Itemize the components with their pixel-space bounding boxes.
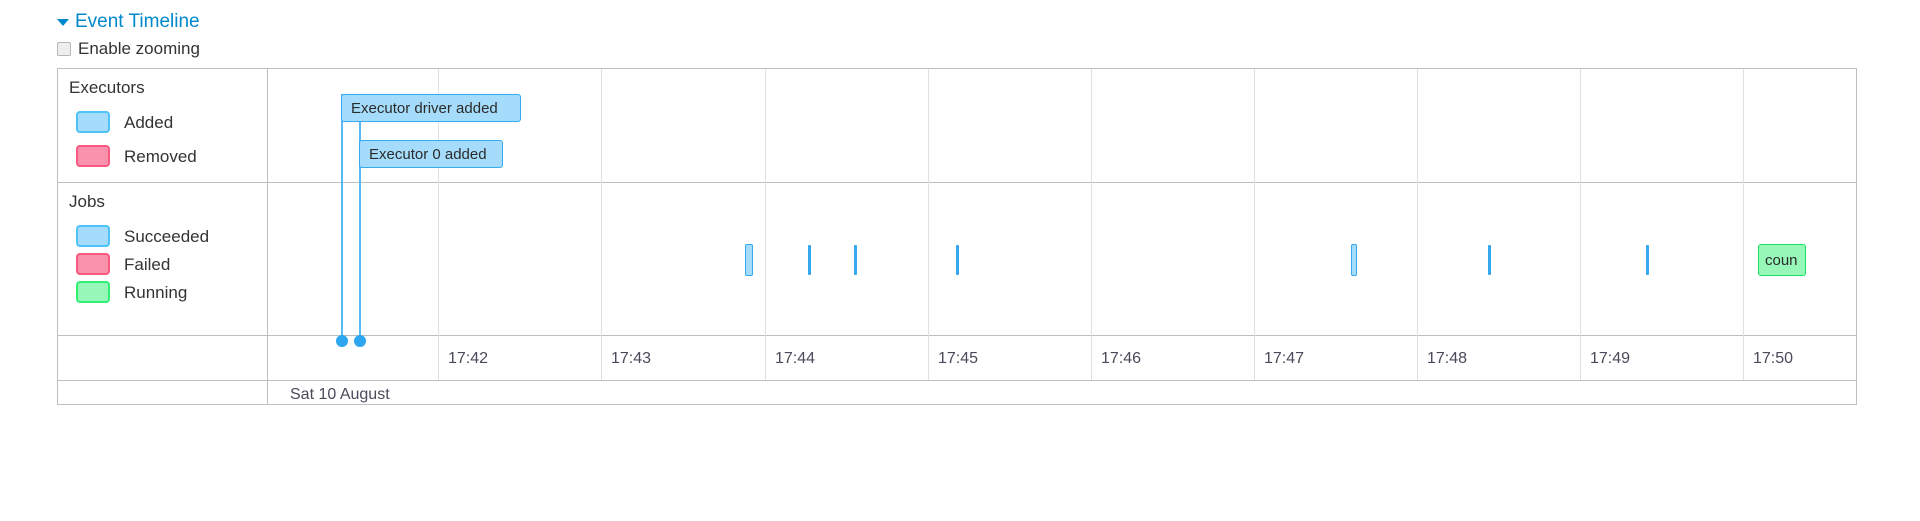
axis-tick-label: 17:44 xyxy=(775,350,816,367)
executor-event-box[interactable]: Executor 0 added xyxy=(359,140,503,168)
event-point-marker[interactable] xyxy=(354,335,366,347)
grid-line xyxy=(765,69,766,336)
grid-line xyxy=(1091,69,1092,336)
axis-grid-line xyxy=(1743,336,1744,380)
axis-tick-label: 17:48 xyxy=(1427,350,1468,367)
timeline-row-executors xyxy=(268,69,1856,183)
timeline-date-label: Sat 10 August xyxy=(290,386,390,403)
enable-zooming-label: Enable zooming xyxy=(78,39,200,58)
axis-grid-line xyxy=(601,336,602,380)
legend-group-title-executors: Executors xyxy=(69,78,145,97)
swatch-added-icon xyxy=(76,111,110,133)
axis-tick-label: 17:43 xyxy=(611,350,652,367)
legend-item-running: Running xyxy=(76,281,187,303)
enable-zooming-row[interactable]: Enable zooming xyxy=(57,40,200,57)
legend-label-running: Running xyxy=(124,282,188,302)
grid-line xyxy=(438,69,439,336)
executor-event-box[interactable]: Executor driver added xyxy=(341,94,521,122)
grid-line xyxy=(1417,69,1418,336)
job-event-mark[interactable] xyxy=(854,245,857,275)
legend-item-removed: Removed xyxy=(76,145,197,167)
legend-label-added: Added xyxy=(124,112,174,132)
job-event-mark[interactable] xyxy=(1351,244,1357,276)
legend-label-failed: Failed xyxy=(124,254,171,274)
job-event-mark[interactable] xyxy=(1488,245,1491,275)
legend-axis-spacer xyxy=(58,336,267,404)
axis-tick-label: 17:42 xyxy=(448,350,489,367)
axis-tick-label: 17:50 xyxy=(1753,350,1794,367)
event-timeline-toggle[interactable]: Event Timeline xyxy=(57,12,200,31)
legend-group-title-jobs: Jobs xyxy=(69,192,105,211)
caret-down-icon xyxy=(57,19,69,26)
legend-label-removed: Removed xyxy=(124,146,197,166)
event-point-marker[interactable] xyxy=(336,335,348,347)
grid-line xyxy=(928,69,929,336)
axis-grid-line xyxy=(1580,336,1581,380)
job-event-mark[interactable] xyxy=(956,245,959,275)
legend-group-executors: Executors Added Removed xyxy=(58,69,267,183)
legend-item-failed: Failed xyxy=(76,253,170,275)
swatch-removed-icon xyxy=(76,145,110,167)
timeline-widget[interactable]: Executors Added Removed Jobs Succeeded xyxy=(57,68,1857,405)
job-event-mark[interactable] xyxy=(745,244,753,276)
axis-grid-line xyxy=(1254,336,1255,380)
grid-line xyxy=(1254,69,1255,336)
timeline-row-axis xyxy=(268,336,1856,404)
timeline-plot[interactable]: 17:42 17:43 17:44 17:45 17:46 17:47 17:48 17:49… xyxy=(58,69,1856,404)
axis-tick-label: 17:46 xyxy=(1101,350,1142,367)
swatch-succeeded-icon xyxy=(76,225,110,247)
checkbox-unchecked-icon[interactable] xyxy=(57,41,71,56)
legend-group-jobs: Jobs Succeeded Failed Running xyxy=(58,183,267,336)
grid-line xyxy=(1743,69,1744,336)
legend-item-added: Added xyxy=(76,111,173,133)
swatch-failed-icon xyxy=(76,253,110,275)
axis-tick-label: 17:47 xyxy=(1264,350,1305,367)
axis-grid-line xyxy=(438,336,439,380)
axis-grid-line xyxy=(1417,336,1418,380)
axis-grid-line xyxy=(1091,336,1092,380)
swatch-running-icon xyxy=(76,281,110,303)
grid-line xyxy=(1580,69,1581,336)
job-event-mark[interactable] xyxy=(808,245,811,275)
axis-grid-line xyxy=(928,336,929,380)
legend-item-succeeded: Succeeded xyxy=(76,225,209,247)
axis-tick-label: 17:49 xyxy=(1590,350,1631,367)
event-connector-line xyxy=(359,94,361,342)
axis-grid-line xyxy=(765,336,766,380)
axis-tick-label: 17:45 xyxy=(938,350,979,367)
page-title: Event Timeline xyxy=(75,11,200,32)
grid-line xyxy=(601,69,602,336)
job-event-mark[interactable] xyxy=(1646,245,1649,275)
timeline-legend-column: Executors Added Removed Jobs Succeeded xyxy=(58,69,268,404)
timeline-row-jobs xyxy=(268,183,1856,336)
legend-label-succeeded: Succeeded xyxy=(124,226,210,246)
job-event-box[interactable]: coun xyxy=(1758,244,1806,276)
axis-divider xyxy=(58,380,1856,381)
event-connector-line xyxy=(341,94,343,342)
